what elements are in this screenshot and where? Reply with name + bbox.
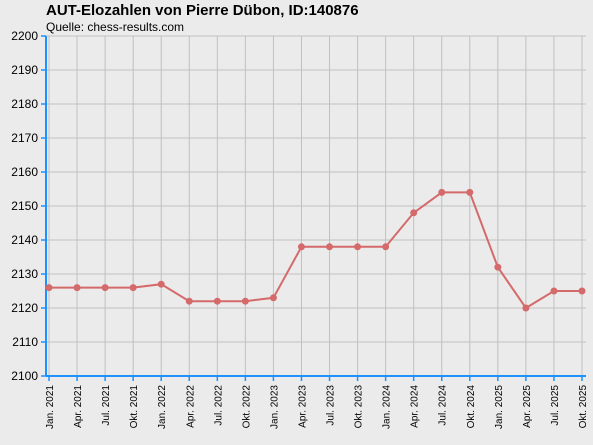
y-tick-label: 2160	[11, 165, 38, 179]
data-point	[438, 188, 446, 196]
x-tick-label: Apr. 2022	[185, 385, 196, 428]
data-point	[550, 287, 558, 295]
y-tick-label: 2200	[11, 29, 38, 43]
y-tick-label: 2150	[11, 199, 38, 213]
x-tick-label: Okt. 2025	[578, 385, 589, 429]
x-tick-label: Jan. 2022	[157, 385, 168, 429]
x-tick-label: Okt. 2021	[129, 385, 140, 429]
y-tick-label: 2120	[11, 301, 38, 315]
y-tick-label: 2130	[11, 267, 38, 281]
data-point	[269, 294, 277, 302]
data-point	[466, 188, 474, 196]
x-tick-label: Okt. 2024	[466, 385, 477, 429]
data-point	[522, 304, 530, 312]
chart-title: AUT-Elozahlen von Pierre Dübon, ID:14087…	[46, 2, 359, 19]
x-tick-label: Jul. 2021	[101, 385, 112, 426]
data-point	[101, 284, 109, 292]
data-point	[129, 284, 137, 292]
data-point	[410, 209, 418, 217]
data-point	[297, 243, 305, 251]
x-tick-label: Jul. 2022	[213, 385, 224, 426]
data-point	[241, 297, 249, 305]
x-tick-label: Apr. 2021	[73, 385, 84, 428]
y-tick-label: 2180	[11, 97, 38, 111]
series-line	[49, 191, 582, 310]
data-point	[578, 287, 586, 295]
y-tick-label: 2140	[11, 233, 38, 247]
y-tick-label: 2190	[11, 63, 38, 77]
data-point	[45, 284, 53, 292]
x-tick-label: Jan. 2024	[382, 385, 393, 429]
x-tick-label: Jan. 2023	[269, 385, 280, 429]
x-tick-label: Apr. 2023	[297, 385, 308, 428]
y-tick-label: 2110	[12, 335, 38, 349]
x-tick-label: Apr. 2025	[522, 385, 533, 428]
x-tick-label: Apr. 2024	[410, 385, 421, 428]
data-point	[382, 243, 390, 251]
data-point	[494, 263, 502, 271]
data-point	[157, 280, 165, 288]
data-point	[73, 284, 81, 292]
x-tick-label: Jul. 2023	[326, 385, 337, 426]
x-tick-label: Okt. 2023	[354, 385, 365, 429]
x-tick-label: Jul. 2024	[438, 385, 449, 426]
data-point	[213, 297, 221, 305]
data-point	[185, 297, 193, 305]
y-tick-label: 2170	[11, 131, 38, 145]
chart-subtitle: Quelle: chess-results.com	[46, 20, 185, 34]
x-tick-label: Jul. 2025	[550, 385, 561, 426]
data-point	[326, 243, 334, 251]
x-tick-label: Jan. 2025	[494, 385, 505, 429]
y-tick-label: 2100	[11, 369, 38, 383]
x-tick-label: Okt. 2022	[241, 385, 252, 429]
x-tick-label: Jan. 2021	[45, 385, 56, 429]
data-point	[354, 243, 362, 251]
